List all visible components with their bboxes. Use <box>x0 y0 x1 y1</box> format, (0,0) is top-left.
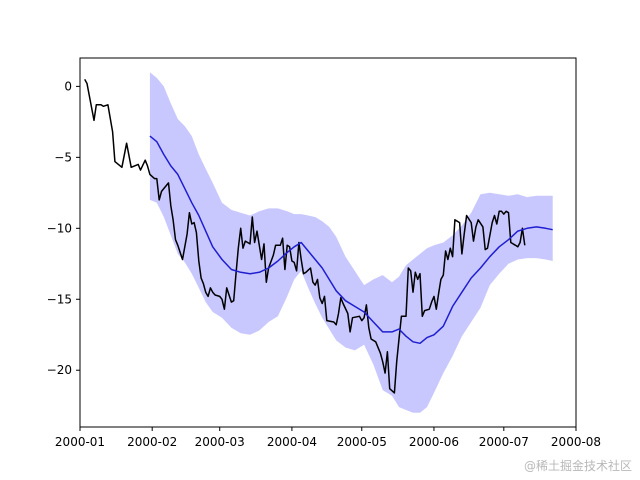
x-tick-label: 2000-02 <box>127 435 177 449</box>
price-line <box>84 78 526 394</box>
x-tick-label: 2000-06 <box>409 435 459 449</box>
x-tick-label: 2000-05 <box>337 435 387 449</box>
y-tick-label: −20 <box>47 363 72 377</box>
watermark: @稀土掘金技术社区 <box>523 459 632 473</box>
x-tick-label: 2000-08 <box>551 435 601 449</box>
y-tick-label: −5 <box>54 150 72 164</box>
x-tick-label: 2000-03 <box>195 435 245 449</box>
y-tick-label: −10 <box>47 221 72 235</box>
x-tick-label: 2000-04 <box>267 435 317 449</box>
rolling-mean-line <box>149 135 553 345</box>
y-tick-label: 0 <box>64 79 72 93</box>
plot-frame <box>79 57 577 428</box>
x-tick-label: 2000-01 <box>55 435 105 449</box>
y-tick-label: −15 <box>47 292 72 306</box>
confidence-band <box>149 72 553 413</box>
x-tick-label: 2000-07 <box>479 435 529 449</box>
